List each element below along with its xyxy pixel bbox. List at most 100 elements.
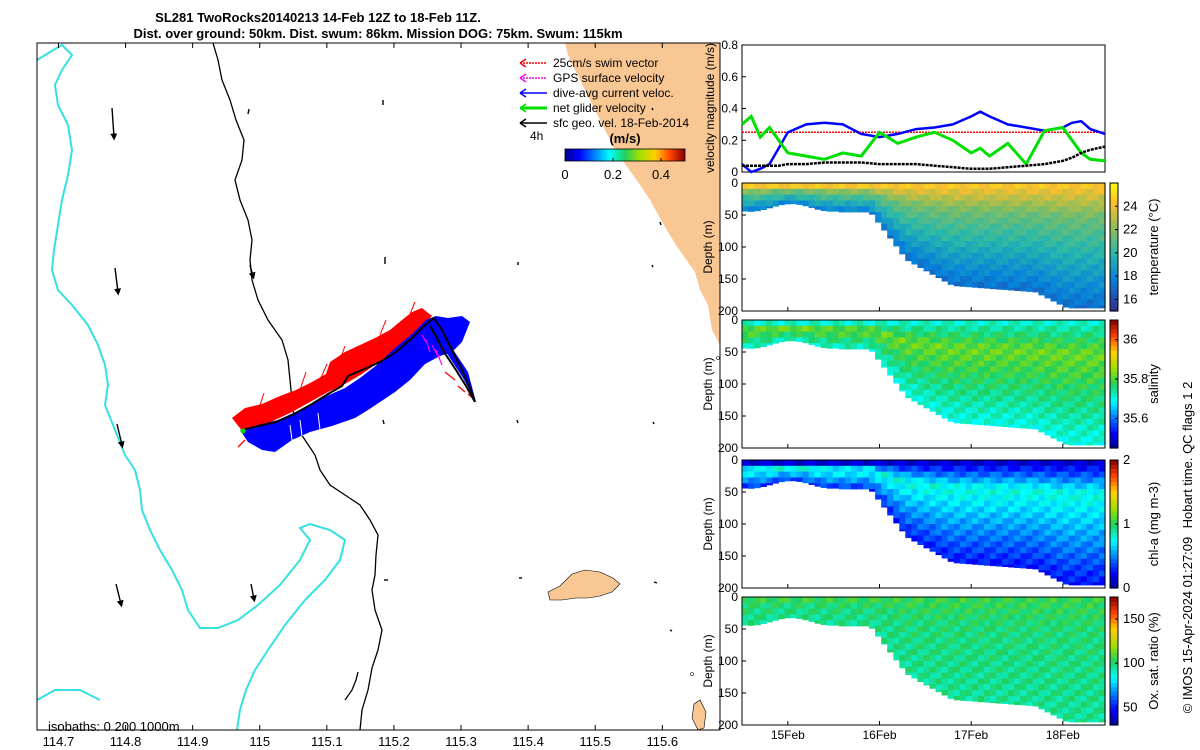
section-cell — [1099, 372, 1106, 379]
section-y-tick-label: 50 — [725, 485, 739, 499]
section-cell — [984, 252, 991, 260]
colorbar-segment — [1110, 289, 1118, 295]
section-cell — [923, 389, 931, 397]
section-cell — [1050, 331, 1058, 338]
section-cell — [844, 183, 852, 190]
section-cell — [1020, 360, 1027, 368]
colorbar-segment — [1110, 413, 1118, 419]
section-cell — [1086, 372, 1094, 379]
section-cell — [1080, 360, 1088, 368]
section-cell — [978, 366, 985, 373]
section-cell — [875, 494, 882, 500]
section-cell — [1086, 442, 1094, 446]
section-cell — [1020, 235, 1027, 242]
section-cell — [947, 477, 955, 484]
section-cell — [965, 483, 973, 490]
section-cell — [1008, 649, 1015, 656]
section-cell — [844, 602, 852, 610]
section-cell — [984, 500, 991, 508]
section-cell — [796, 608, 804, 615]
section-cell — [832, 483, 840, 489]
section-cell — [1062, 597, 1070, 604]
section-cell — [754, 183, 761, 190]
section-cell — [935, 649, 943, 656]
section-cell — [917, 489, 925, 496]
section-cell — [941, 489, 949, 496]
section-cell — [863, 337, 870, 344]
section-cell — [742, 477, 749, 484]
section-cell — [1062, 558, 1070, 566]
section-cell — [1086, 631, 1094, 639]
section-cell — [748, 206, 755, 212]
section-cell — [947, 608, 955, 615]
section-cell — [1074, 384, 1082, 391]
section-cell — [947, 366, 955, 373]
section-cell — [1074, 597, 1082, 604]
section-cell — [935, 626, 943, 633]
section-cell — [990, 389, 997, 397]
section-cell — [953, 247, 961, 254]
section-cell — [1044, 270, 1052, 277]
section-cell — [1074, 602, 1082, 610]
section-cell — [1032, 684, 1040, 691]
section-cell — [1092, 494, 1100, 502]
section-cell — [790, 337, 797, 342]
section-cell — [1014, 217, 1021, 225]
section-cell — [971, 614, 979, 621]
section-cell — [978, 608, 985, 615]
section-cell — [978, 241, 985, 248]
section-cell — [1068, 649, 1076, 656]
section-cell — [1092, 666, 1100, 674]
section-cell — [953, 649, 961, 656]
section-cell — [1014, 276, 1021, 283]
colorbar-segment — [1110, 439, 1118, 445]
section-cell — [1062, 264, 1070, 271]
section-cell — [832, 206, 840, 212]
section-cell — [778, 320, 785, 327]
section-cell — [1086, 460, 1094, 467]
section-cell — [1020, 547, 1027, 554]
section-cell — [850, 188, 858, 196]
colorbar-segment — [1110, 293, 1118, 299]
section-cell — [1014, 349, 1021, 356]
section-cell — [1038, 558, 1046, 566]
section-cell — [941, 541, 949, 548]
colorbar-segment — [1110, 566, 1118, 572]
section-cell — [1062, 229, 1070, 236]
section-cell — [1062, 401, 1070, 408]
section-cell — [1020, 200, 1027, 207]
section-cell — [1074, 183, 1082, 190]
section-cell — [935, 401, 943, 408]
section-cell — [1002, 529, 1009, 537]
section-cell — [911, 229, 919, 236]
section-cell — [1044, 413, 1052, 420]
section-cell — [935, 608, 943, 615]
section-cell — [941, 343, 949, 350]
section-cell — [929, 649, 937, 656]
section-cell — [808, 320, 816, 327]
section-cell — [1014, 602, 1021, 610]
map-x-axis: 114.7 114.8 114.9 115 115.1 115.2 115.3 115.4 11… — [43, 43, 678, 749]
section-cell — [893, 378, 900, 384]
section-cell — [959, 684, 967, 691]
section-cell — [1002, 465, 1009, 473]
section-cell — [887, 366, 894, 373]
section-cell — [748, 602, 755, 610]
section-cell — [748, 597, 755, 604]
section-cell — [1086, 366, 1094, 373]
section-cell — [905, 217, 912, 225]
section-cell — [917, 360, 925, 368]
colorbar-segment — [1110, 422, 1118, 428]
section-cell — [796, 477, 804, 482]
section-cell — [1038, 349, 1046, 356]
section-cell — [971, 512, 979, 519]
section-cell — [790, 320, 797, 327]
section-cell — [923, 401, 931, 408]
isobath-note: isobaths: 0 200 1000m — [48, 719, 180, 734]
section-cell — [1099, 305, 1106, 309]
section-cell — [1014, 331, 1021, 338]
section-cell — [1050, 465, 1058, 473]
section-cell — [996, 701, 1003, 704]
